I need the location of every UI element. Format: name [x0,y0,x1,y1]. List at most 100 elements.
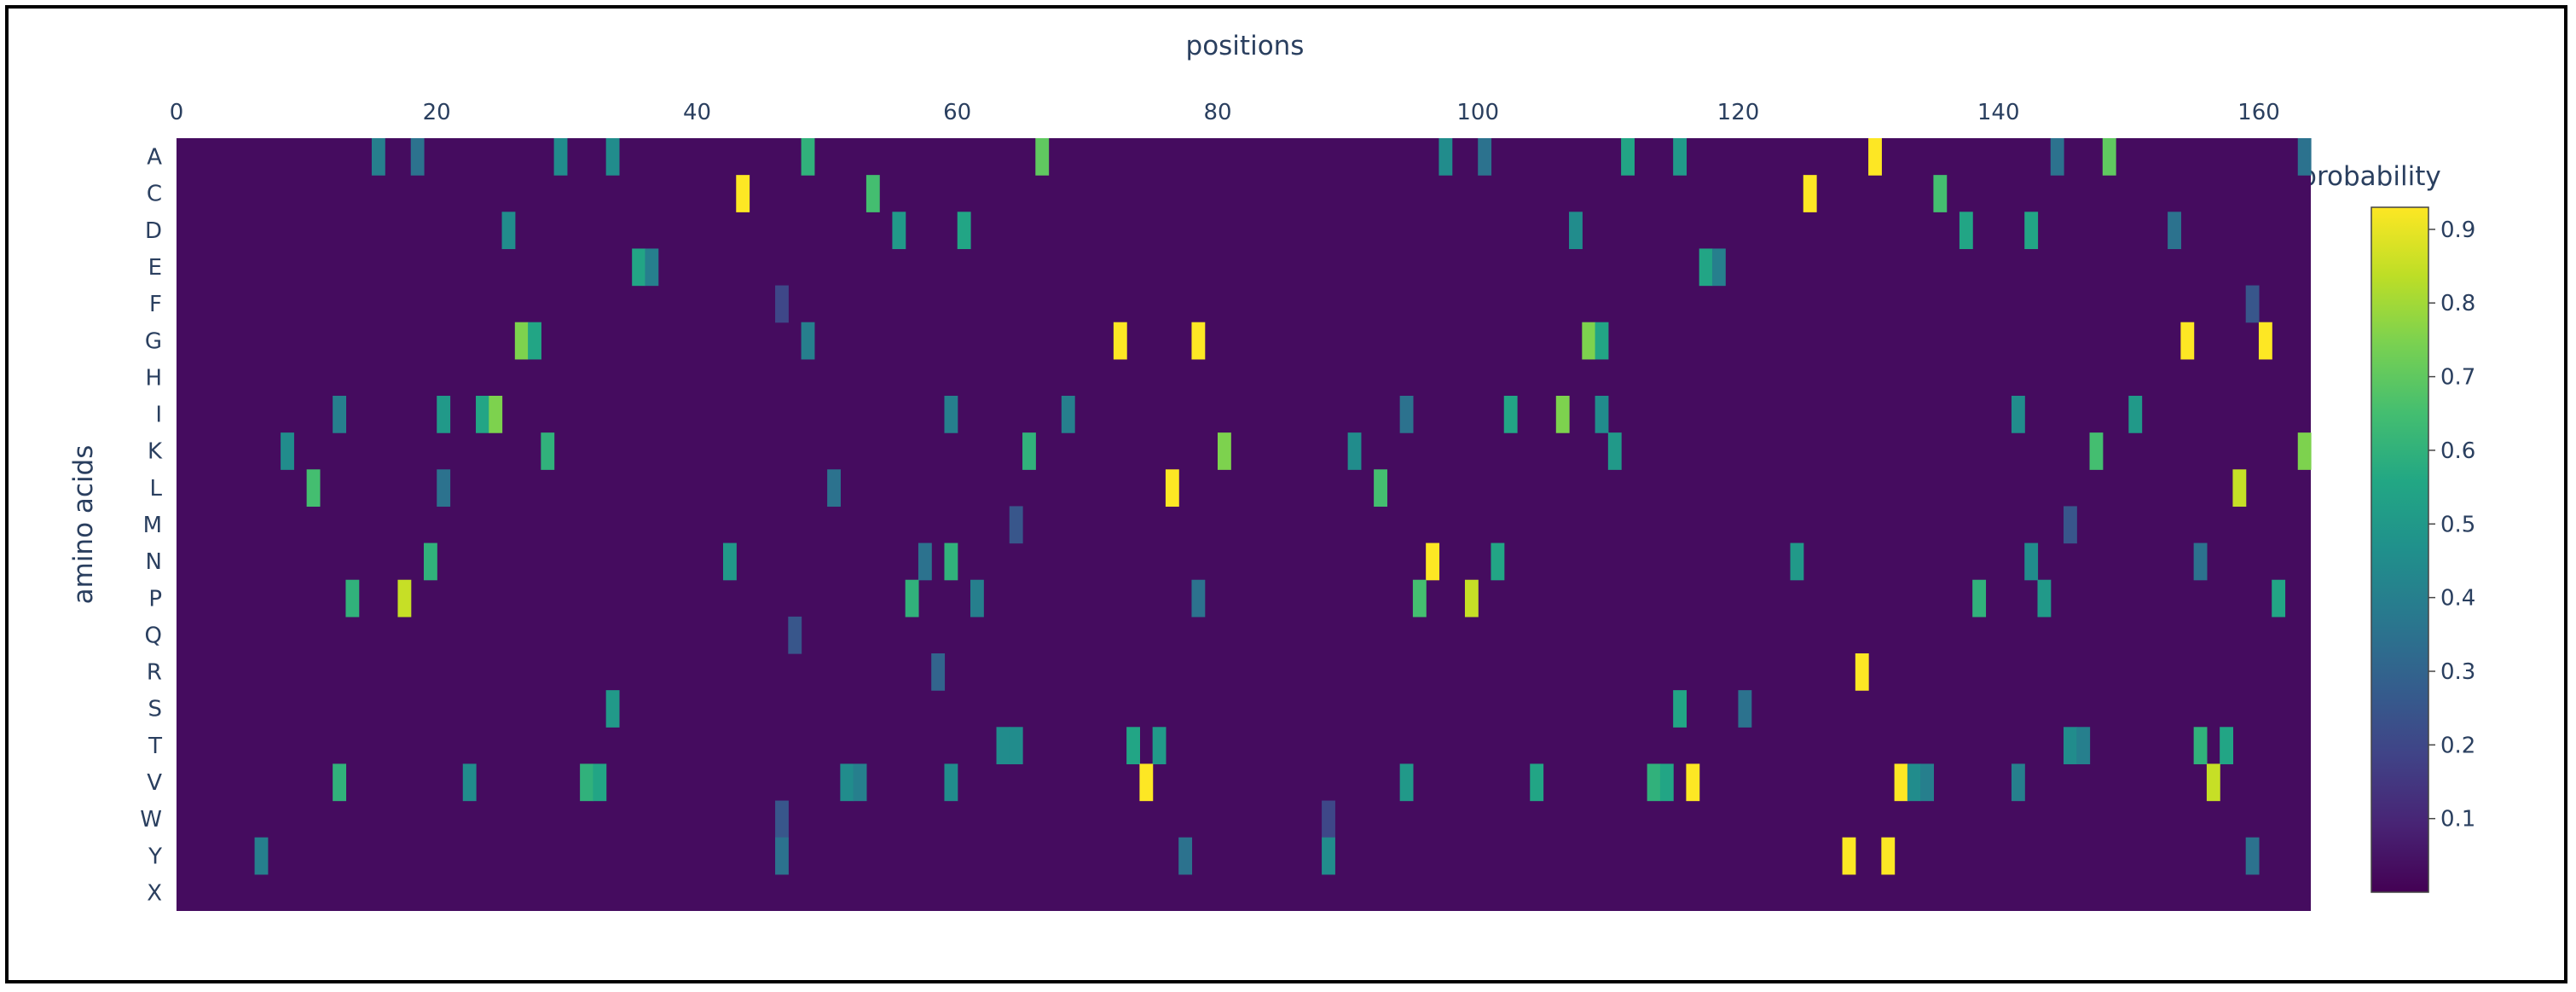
y-tick-label: X [147,880,162,906]
heatmap-cell [1881,837,1896,875]
heatmap-cell [775,285,789,323]
heatmap-cell [2245,837,2260,875]
heatmap-cell [1478,138,1492,176]
heatmap-cell [1152,727,1166,765]
heatmap-cell [254,837,269,875]
heatmap-cells [177,138,2312,911]
y-tick-label: N [146,549,162,575]
heatmap-cell [2193,542,2208,581]
heatmap-cell [1920,763,1934,802]
heatmap-cell [1582,322,1596,360]
heatmap-cell [1894,763,1908,802]
heatmap-cell [1165,469,1179,508]
heatmap-cell [723,542,737,581]
heatmap-cell [1673,690,1687,728]
heatmap-cell [345,579,360,618]
heatmap-cell [2037,579,2052,618]
heatmap-cell [1009,727,1023,765]
heatmap-cell [333,763,347,802]
heatmap-cell [1595,396,1609,433]
x-tick-label: 20 [423,100,451,125]
heatmap-cell [1673,138,1687,176]
heatmap-cell [1491,542,1505,581]
heatmap-cell [1426,542,1440,581]
heatmap-cell [2180,322,2195,360]
heatmap-cell [2128,396,2143,433]
y-tick-label: Q [145,623,162,648]
heatmap-cell [1803,175,1817,212]
y-tick-label: M [143,513,162,538]
heatmap-cell [1959,212,1973,250]
heatmap-cell [2206,763,2220,802]
heatmap-cell [918,542,932,581]
y-tick-label: V [147,770,162,796]
heatmap-cell [1464,579,1479,618]
heatmap-cell [2024,212,2039,250]
heatmap-cell [541,432,555,470]
heatmap-cell [1009,506,1023,544]
y-tick-label: K [148,439,163,465]
heatmap-cell [1530,763,1544,802]
heatmap-cell [1113,322,1127,360]
heatmap-cell [1412,579,1427,618]
heatmap-cell [801,322,815,360]
heatmap-cell [580,763,593,802]
heatmap-cell [970,579,984,618]
colorbar: 0.1 0.2 0.3 0.4 0.5 0.6 0.7 0.8 0.9 [2370,206,2475,893]
heatmap-cell [1347,432,1362,470]
colorbar-tick-label: 0.6 [2440,438,2475,464]
heatmap-cell [528,322,541,360]
heatmap-cell [437,469,451,508]
heatmap-cell [788,616,802,654]
colorbar-gradient [2370,206,2429,893]
heatmap-cell [865,175,880,212]
heatmap-cell [1439,138,1453,176]
heatmap-cell [1555,396,1570,433]
heatmap-cell [775,837,789,875]
heatmap-cell [514,322,529,360]
heatmap-cell [593,763,607,802]
heatmap-cell [1972,579,1987,618]
heatmap-cell [1621,138,1635,176]
y-tick-label: C [147,182,162,207]
heatmap-cell [2193,727,2208,765]
heatmap-cell [2024,542,2039,581]
y-tick-label: I [155,403,162,428]
heatmap-cell [2220,727,2234,765]
heatmap-cell [957,212,971,250]
heatmap-cell [1322,800,1335,838]
heatmap-cell [2064,727,2077,765]
heatmap-cell [1699,248,1713,287]
heatmap-cell [1738,690,1752,728]
heatmap-cell [1595,322,1609,360]
heatmap-cell [2089,432,2104,470]
heatmap-cell [944,542,958,581]
heatmap-cell [553,138,568,176]
heatmap-cell [2064,506,2077,544]
heatmap-cell [1035,138,1050,176]
heatmap-cell [2272,579,2286,618]
heatmap-cell [801,138,815,176]
x-tick-label: 120 [1717,100,1760,125]
heatmap-cell [1569,212,1583,250]
heatmap-cell [462,763,477,802]
y-tick-label: T [148,734,162,759]
colorbar-tick-label: 0.8 [2440,291,2475,316]
heatmap-cell [306,469,321,508]
x-tick-label: 60 [943,100,971,125]
colorbar-tick-label: 0.4 [2440,586,2475,612]
heatmap-cell [397,579,412,618]
x-tick-label: 140 [1977,100,2020,125]
heatmap-cell [489,396,503,433]
x-axis-title: positions [1186,31,1305,61]
x-tick-label: 0 [170,100,184,125]
heatmap-cell [2011,396,2025,433]
heatmap-cell [1374,469,1387,508]
heatmap-cell [1647,763,1661,802]
heatmap-cell [1933,175,1948,212]
heatmap-cell [736,175,750,212]
y-tick-label: F [149,292,162,317]
heatmap-cell [996,727,1010,765]
